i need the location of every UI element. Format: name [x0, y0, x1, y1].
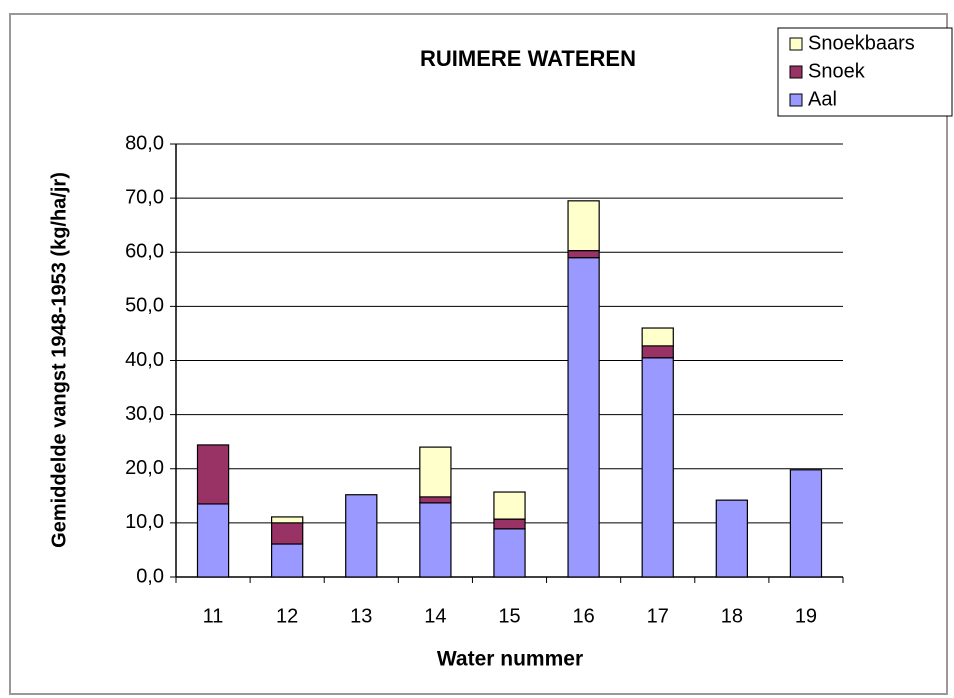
legend-label: Snoekbaars: [808, 32, 915, 54]
x-axis-label: Water nummer: [437, 648, 583, 671]
y-tick-label: 70,0: [125, 186, 164, 208]
bar-segment: [789, 469, 823, 578]
y-tick-label: 60,0: [125, 241, 164, 263]
bar-segment: [419, 496, 452, 504]
x-tick-label: 15: [498, 605, 520, 627]
y-tick-label: 20,0: [125, 457, 164, 479]
bar-segment: [641, 327, 674, 347]
legend-swatch: [789, 37, 803, 51]
legend-label: Aal: [808, 88, 837, 110]
y-tick-label: 10,0: [125, 511, 164, 533]
y-tick-label: 50,0: [125, 295, 164, 317]
x-tick-label: 19: [795, 605, 817, 627]
bar-segment: [271, 522, 304, 545]
bar-segment: [641, 357, 674, 578]
bar-segment: [345, 494, 378, 578]
y-tick-label: 0,0: [136, 565, 164, 587]
bar-segment: [715, 499, 748, 578]
legend-box: [777, 27, 953, 117]
x-tick-label: 17: [647, 605, 669, 627]
bar-segment: [493, 518, 526, 530]
y-axis-label: Gemiddelde vangst 1948-1953 (kg/ha/jr): [48, 172, 70, 548]
x-tick-label: 18: [721, 605, 743, 627]
bar-segment: [419, 502, 452, 578]
x-tick-label: 16: [572, 605, 594, 627]
bar-segment: [419, 446, 452, 498]
bar-segment: [196, 444, 230, 505]
legend-swatch: [789, 65, 803, 79]
bar-segment: [493, 491, 526, 520]
legend-swatch: [789, 93, 803, 107]
x-tick-label: 11: [203, 605, 224, 627]
x-tick-label: 13: [350, 605, 372, 627]
legend-label: Snoek: [808, 60, 866, 82]
x-tick-label: 12: [276, 605, 298, 627]
bar-segment: [567, 250, 600, 259]
bar-segment: [567, 200, 600, 252]
bar-segment: [641, 345, 674, 359]
bar-segment: [271, 543, 304, 578]
bar-segment: [271, 516, 304, 524]
x-tick-label: 14: [424, 605, 446, 627]
y-tick-label: 80,0: [125, 132, 164, 154]
bar-segment: [567, 257, 600, 578]
chart-frame: [9, 13, 948, 695]
y-tick-label: 30,0: [125, 403, 164, 425]
chart-title: RUIMERE WATEREN: [420, 46, 636, 71]
bar-segment: [196, 503, 230, 578]
bar-segment: [493, 528, 526, 578]
y-tick-label: 40,0: [125, 349, 164, 371]
